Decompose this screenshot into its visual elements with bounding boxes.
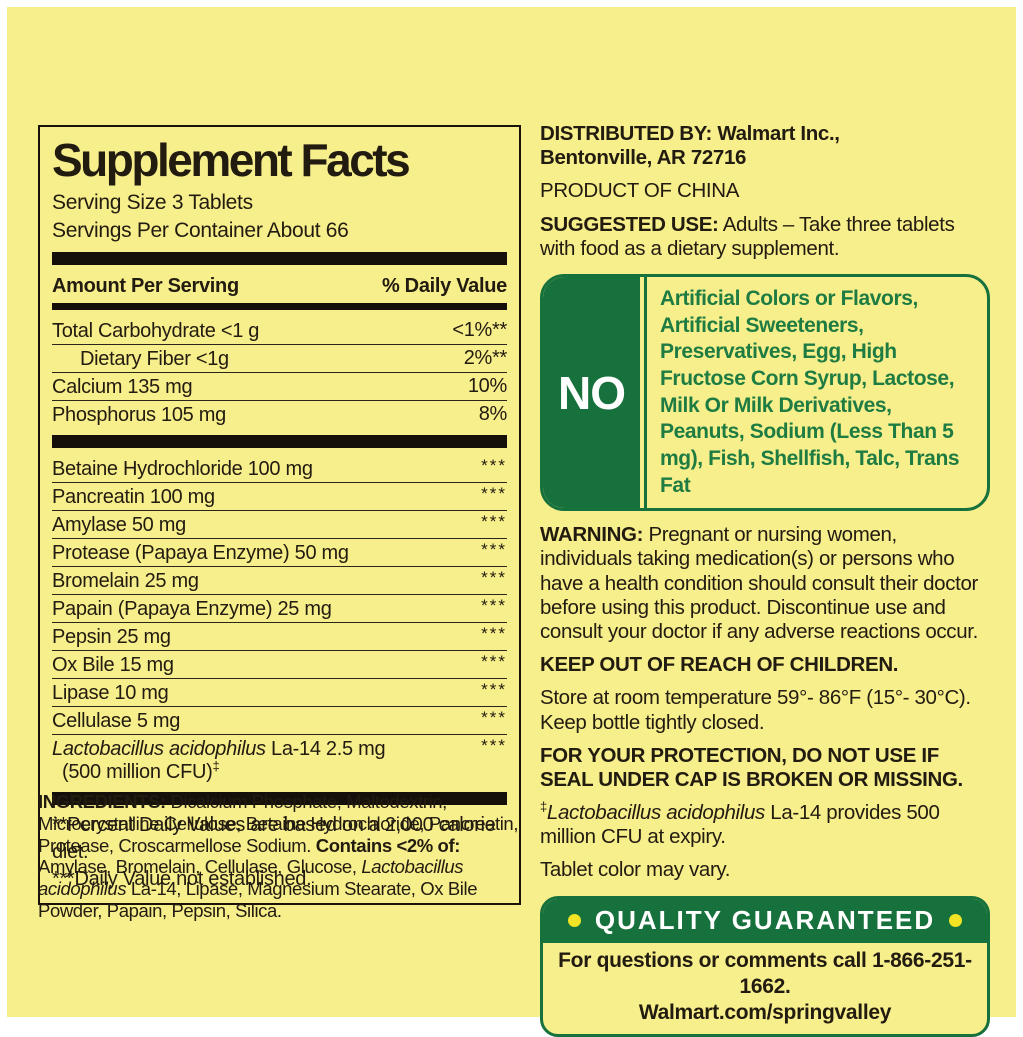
- footnote-percent-dv: **Percent Daily Values are based on a 2,…: [52, 813, 496, 863]
- no-word: NO: [543, 276, 640, 509]
- contains-label: Contains <2% of:: [315, 834, 461, 856]
- quality-guaranteed-box: QUALITY GUARANTEED For questions or comm…: [540, 895, 990, 1037]
- suggested-use-label: SUGGESTED USE:: [540, 212, 719, 236]
- quality-guaranteed-header: QUALITY GUARANTEED: [543, 898, 987, 943]
- nutrient-dv: 10%: [467, 374, 507, 397]
- table-row: Phosphorus 105 mg 8%: [52, 401, 507, 428]
- table-row: Pancreatin 100 mg ***: [52, 483, 507, 511]
- table-row: Dietary Fiber <1g 2%**: [52, 345, 507, 373]
- footnotes: **Percent Daily Values are based on a 2,…: [52, 812, 507, 893]
- nutrient-name: Phosphorus 105 mg: [52, 403, 226, 426]
- ingredients-label: INGREDIENTS:: [38, 791, 166, 812]
- table-row: Betaine Hydrochloride 100 mg ***: [52, 455, 507, 483]
- suggested-use: SUGGESTED USE: Adults – Take three table…: [540, 212, 955, 260]
- no-claims-list: Artificial Colors or Flavors, Artificial…: [660, 286, 960, 497]
- no-claims-badge: NO Artificial Colors or Flavors, Artific…: [540, 273, 990, 512]
- header-daily-value: % Daily Value: [381, 274, 507, 297]
- table-row: Cellulase 5 mg ***: [52, 707, 507, 735]
- nutrient-dv: ***: [481, 455, 507, 475]
- header-amount-per-serving: Amount Per Serving: [52, 274, 239, 297]
- no-badge-divider: [644, 276, 647, 509]
- serving-size: Serving Size 3 Tablets: [52, 191, 253, 214]
- warning-paragraph: WARNING: Pregnant or nursing women, indi…: [540, 523, 979, 643]
- nutrient-name: Calcium 135 mg: [52, 375, 193, 398]
- nutrient-dv: ***: [481, 679, 507, 699]
- table-row: Protease (Papaya Enzyme) 50 mg ***: [52, 539, 507, 567]
- right-column: DISTRIBUTED BY: Walmart Inc., Bentonvill…: [540, 122, 990, 1037]
- nutrient-dv: ***: [481, 735, 507, 755]
- bullet-dot-icon: [949, 913, 963, 927]
- table-row: Total Carbohydrate <1 g <1%**: [52, 317, 507, 345]
- supplement-facts-title: Supplement Facts: [52, 134, 411, 186]
- nutrient-name: Betaine Hydrochloride 100 mg: [52, 457, 313, 480]
- table-row: Pepsin 25 mg ***: [52, 623, 507, 651]
- nutrient-dv: ***: [481, 567, 507, 587]
- nutrient-name: Ox Bile 15 mg: [52, 653, 174, 676]
- nutrient-dv: ***: [481, 595, 507, 615]
- nutrient-dv: 8%: [478, 402, 508, 425]
- nutrient-dv: ***: [481, 511, 507, 531]
- table-header: Amount Per Serving % Daily Value: [52, 272, 507, 299]
- keep-out-of-reach: KEEP OUT OF REACH OF CHILDREN.: [540, 653, 899, 677]
- dagger-mark: ‡: [540, 799, 547, 815]
- tablet-color-note: Tablet color may vary.: [540, 858, 731, 882]
- contact-phone-line: For questions or comments call 1-866-251…: [558, 948, 972, 998]
- divider-bar-thick: [52, 434, 507, 448]
- table-row: Bromelain 25 mg ***: [52, 567, 507, 595]
- storage-instructions: Store at room temperature 59°- 86°F (15°…: [540, 686, 971, 734]
- warning-label: WARNING:: [540, 523, 644, 547]
- supplement-facts-panel: Supplement Facts Serving Size 3 Tablets …: [38, 125, 521, 905]
- divider-bar-thick: [52, 791, 507, 805]
- contact-website: Walmart.com/springvalley: [638, 1001, 892, 1025]
- distributed-by: DISTRIBUTED BY: Walmart Inc., Bentonvill…: [540, 122, 840, 170]
- divider-bar-medium: [52, 302, 507, 310]
- dagger-mark: ‡: [212, 757, 220, 773]
- nutrient-dv: ***: [481, 539, 507, 559]
- nutrient-dv: ***: [481, 651, 507, 671]
- servings-per-container: Servings Per Container About 66: [52, 219, 349, 243]
- product-of-origin: PRODUCT OF CHINA: [540, 179, 740, 203]
- nutrient-dv: 2%**: [463, 346, 508, 369]
- table-row: Papain (Papaya Enzyme) 25 mg ***: [52, 595, 507, 623]
- nutrient-dv: ***: [481, 623, 507, 643]
- bullet-dot-icon: [567, 913, 581, 927]
- divider-bar-thick: [52, 251, 507, 265]
- nutrient-name: Amylase 50 mg: [52, 513, 186, 536]
- nutrient-name: Pepsin 25 mg: [52, 625, 171, 648]
- nutrient-dv: ***: [481, 707, 507, 727]
- nutrient-name: Protease (Papaya Enzyme) 50 mg: [52, 541, 349, 564]
- table-row-lactobacillus: Lactobacillus acidophilus La-14 2.5 mg (5…: [52, 735, 507, 785]
- nutrient-name: Bromelain 25 mg: [52, 569, 199, 592]
- nutrient-name: Pancreatin 100 mg: [52, 485, 215, 508]
- nutrient-name: Total Carbohydrate <1 g: [52, 319, 260, 342]
- nutrient-name: Lipase 10 mg: [52, 681, 169, 704]
- seal-protection-notice: FOR YOUR PROTECTION, DO NOT USE IF SEAL …: [540, 743, 963, 791]
- table-row: Lipase 10 mg ***: [52, 679, 507, 707]
- table-row: Calcium 135 mg 10%: [52, 373, 507, 401]
- contact-info: For questions or comments call 1-866-251…: [543, 943, 987, 1035]
- quality-guaranteed-title: QUALITY GUARANTEED: [594, 904, 936, 935]
- lactobacillus-footnote: ‡Lactobacillus acidophilus La-14 provide…: [540, 799, 940, 849]
- footnote-dv-not-established: ***Daily Value not established.: [52, 867, 312, 890]
- nutrient-dv: <1%**: [452, 318, 507, 341]
- nutrient-dv: ***: [481, 483, 507, 503]
- table-row: Amylase 50 mg ***: [52, 511, 507, 539]
- ingredients-paragraph: INGREDIENTS: Dicalcium Phosphate, Maltod…: [38, 791, 519, 922]
- nutrient-name: Lactobacillus acidophilus La-14 2.5 mg (5…: [52, 737, 386, 783]
- nutrient-name: Papain (Papaya Enzyme) 25 mg: [52, 597, 332, 620]
- nutrient-name: Cellulase 5 mg: [52, 709, 181, 732]
- table-row: Ox Bile 15 mg ***: [52, 651, 507, 679]
- nutrient-name: Dietary Fiber <1g: [80, 347, 229, 370]
